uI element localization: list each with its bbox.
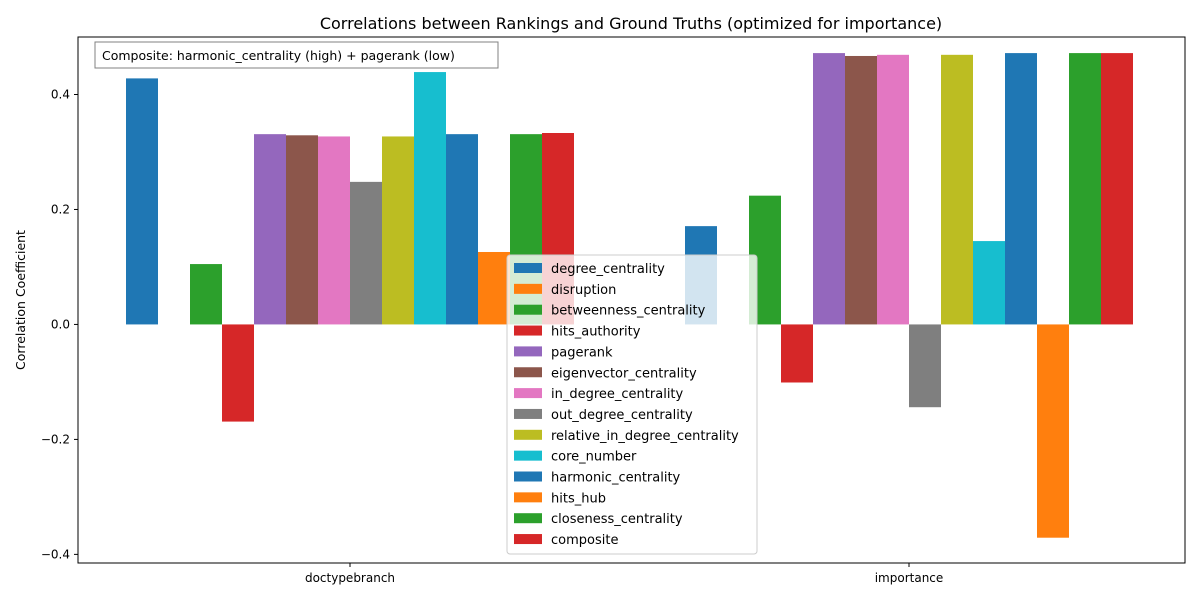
- legend-swatch-closeness_centrality: [514, 513, 542, 524]
- annotation-box: Composite: harmonic_centrality (high) + …: [94, 41, 499, 69]
- legend-frame: [506, 254, 758, 555]
- bar-harmonic_centrality-doctypebranch: [446, 134, 478, 325]
- legend-swatch-in_degree_centrality: [514, 388, 542, 399]
- bar-closeness_centrality-importance: [1069, 53, 1101, 325]
- legend-label-relative_in_degree_centrality: relative_in_degree_centrality: [551, 429, 739, 444]
- legend-label-closeness_centrality: closeness_centrality: [551, 512, 683, 527]
- legend-swatch-degree_centrality: [514, 263, 542, 273]
- bar-harmonic_centrality-importance: [1005, 53, 1037, 325]
- legend-swatch-hits_hub: [514, 492, 542, 503]
- legend-label-degree_centrality: degree_centrality: [551, 262, 665, 277]
- legend: degree_centrality disruption betweenness_c…: [506, 254, 758, 555]
- legend-label-core_number: core_number: [551, 450, 637, 465]
- legend-swatch-relative_in_degree_centrality: [514, 429, 542, 440]
- plot-frame: [77, 36, 1186, 564]
- legend-swatch-out_degree_centrality: [514, 408, 542, 419]
- x-tick-label: doctypebranch: [305, 571, 395, 585]
- annotation-text: Composite: harmonic_centrality (high) + …: [102, 48, 455, 63]
- bar-hits_authority-importance: [781, 324, 813, 383]
- annotation-frame: [94, 41, 499, 69]
- bar-hits_authority-doctypebranch: [222, 324, 254, 422]
- axes-layer: −0.4 −0.2 0.0 0.2 0.4 doctypebranch importance: [41, 36, 1186, 585]
- bar-eigenvector_centrality-doctypebranch: [286, 135, 318, 325]
- y-axis-label: Correlation Coefficient: [13, 230, 28, 370]
- bar-degree_centrality-doctypebranch: [126, 78, 158, 325]
- legend-swatch-harmonic_centrality: [514, 471, 542, 482]
- bar-eigenvector_centrality-importance: [845, 55, 877, 325]
- bar-hits_hub-importance: [1037, 324, 1069, 538]
- bar-out_degree_centrality-importance: [909, 324, 941, 408]
- bar-relative_in_degree_centrality-doctypebranch: [382, 136, 414, 325]
- bar-in_degree_centrality-doctypebranch: [318, 136, 350, 325]
- bar-relative_in_degree_centrality-importance: [941, 54, 973, 325]
- legend-swatch-core_number: [514, 450, 542, 461]
- chart-title: Correlations between Rankings and Ground…: [320, 14, 942, 33]
- bar-betweenness_centrality-doctypebranch: [190, 264, 222, 325]
- bar-pagerank-doctypebranch: [254, 134, 286, 325]
- bar-core_number-importance: [973, 241, 1005, 325]
- legend-label-pagerank: pagerank: [551, 345, 613, 360]
- legend-swatch-eigenvector_centrality: [514, 367, 542, 378]
- legend-label-out_degree_centrality: out_degree_centrality: [551, 408, 693, 423]
- legend-swatch-betweenness_centrality: [514, 304, 542, 315]
- y-tick-label: 0.0: [51, 317, 70, 331]
- legend-label-hits_authority: hits_authority: [551, 325, 641, 340]
- legend-label-harmonic_centrality: harmonic_centrality: [551, 471, 681, 486]
- legend-label-in_degree_centrality: in_degree_centrality: [551, 387, 684, 402]
- bar-in_degree_centrality-importance: [877, 54, 909, 325]
- bar-hits_hub-doctypebranch: [478, 251, 510, 325]
- y-tick-label: 0.2: [51, 202, 70, 216]
- legend-swatch-hits_authority: [514, 325, 542, 336]
- legend-label-hits_hub: hits_hub: [551, 491, 606, 506]
- x-tick-label: importance: [875, 571, 944, 585]
- legend-swatch-pagerank: [514, 346, 542, 357]
- legend-swatch-composite: [514, 534, 542, 545]
- bar-core_number-doctypebranch: [414, 72, 446, 325]
- legend-label-betweenness_centrality: betweenness_centrality: [551, 304, 706, 319]
- legend-label-disruption: disruption: [551, 283, 616, 298]
- y-tick-label: −0.2: [41, 432, 70, 446]
- legend-label-composite: composite: [551, 533, 618, 548]
- bar-out_degree_centrality-doctypebranch: [350, 181, 382, 325]
- legend-swatch-disruption: [514, 283, 542, 294]
- y-tick-label: −0.4: [41, 547, 70, 561]
- y-tick-label: 0.4: [51, 87, 70, 101]
- legend-label-eigenvector_centrality: eigenvector_centrality: [551, 366, 697, 381]
- bar-pagerank-importance: [813, 53, 845, 325]
- bar-composite-importance: [1101, 53, 1133, 325]
